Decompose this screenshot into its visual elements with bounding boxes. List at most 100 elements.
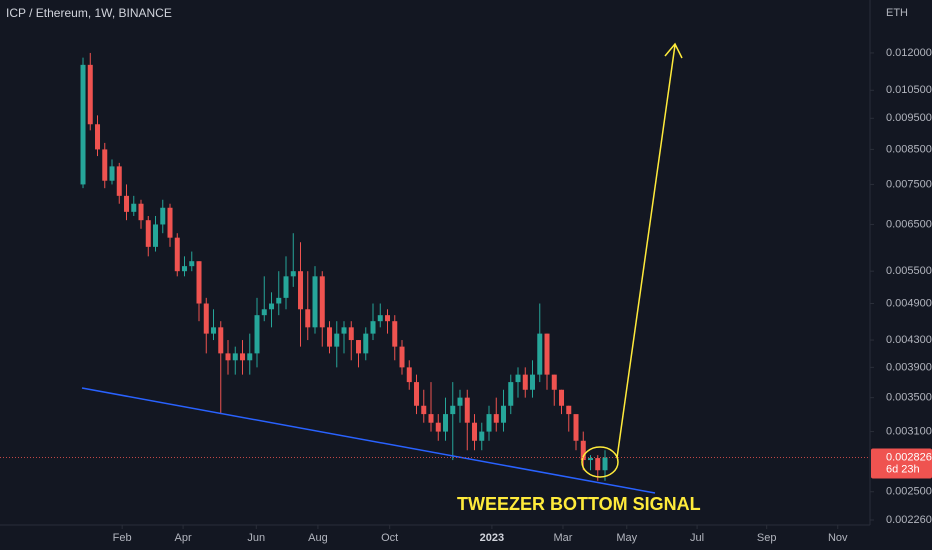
x-tick-label: 2023: [480, 532, 504, 544]
candle-body: [196, 261, 202, 304]
countdown-label: 6d 23h: [886, 463, 920, 475]
candle-body: [211, 327, 217, 334]
candle-body: [399, 346, 405, 368]
y-axis-label: ETH: [886, 7, 908, 19]
candle-body: [595, 458, 601, 471]
candle-body: [544, 333, 550, 375]
candle-body: [182, 266, 188, 272]
candle-body: [232, 353, 238, 361]
last-price-label: 0.002826: [886, 451, 932, 463]
y-tick-label: 0.002260: [886, 514, 932, 526]
candle-body: [160, 207, 166, 225]
candle-body: [428, 414, 434, 423]
y-tick-label: 0.004300: [886, 334, 932, 346]
candle-body: [298, 271, 304, 310]
candle-body: [421, 405, 427, 415]
candle-body: [116, 166, 122, 196]
candle-body: [566, 405, 572, 415]
candle-body: [588, 458, 594, 461]
y-tick-label: 0.003100: [886, 425, 932, 437]
x-tick-label: Jun: [247, 532, 265, 544]
arrow-line: [616, 44, 676, 459]
candle-body: [218, 327, 224, 354]
candle-body: [138, 203, 144, 221]
candle-body: [153, 224, 159, 247]
candle-body: [414, 382, 420, 406]
candle-body: [341, 327, 347, 334]
x-tick-label: May: [616, 532, 637, 544]
x-tick-label: Sep: [757, 532, 777, 544]
candle-body: [131, 203, 137, 212]
candle-body: [145, 220, 151, 247]
x-tick-label: Aug: [308, 532, 328, 544]
candle-body: [370, 321, 376, 334]
candle-body: [254, 315, 260, 354]
candle-body: [501, 405, 507, 423]
candle-body: [363, 333, 369, 354]
last-price-box: [871, 448, 932, 479]
candle-body: [269, 303, 275, 310]
candle-body: [443, 414, 449, 432]
candle-body: [472, 422, 478, 441]
y-tick-label: 0.006500: [886, 218, 932, 230]
candle-body: [435, 422, 441, 432]
candle-body: [464, 397, 470, 423]
candle-body: [189, 261, 195, 267]
y-tick-label: 0.004900: [886, 297, 932, 309]
candle-body: [80, 64, 86, 185]
y-tick-label: 0.010500: [886, 84, 932, 96]
y-tick-label: 0.009500: [886, 112, 932, 124]
candle-body: [537, 333, 543, 375]
x-tick-label: Feb: [113, 532, 132, 544]
candle-body: [240, 353, 246, 361]
candle-body: [247, 353, 253, 361]
y-tick-label: 0.002500: [886, 486, 932, 498]
candle-body: [327, 327, 333, 347]
candle-body: [290, 271, 296, 277]
candle-body: [261, 309, 267, 316]
candle-body: [385, 315, 391, 322]
candle-body: [356, 340, 362, 354]
x-tick-label: Jul: [690, 532, 704, 544]
candle-body: [602, 457, 608, 471]
y-tick-label: 0.003900: [886, 361, 932, 373]
candle-body: [573, 414, 579, 441]
candle-body: [530, 374, 536, 390]
candle-body: [457, 397, 463, 406]
y-tick-label: 0.008500: [886, 143, 932, 155]
x-tick-label: Apr: [175, 532, 192, 544]
candle-body: [486, 414, 492, 432]
candle-body: [406, 367, 412, 383]
trend-line: [81, 387, 656, 494]
candle-body: [450, 405, 456, 415]
y-tick-label: 0.005500: [886, 265, 932, 277]
candle-body: [580, 440, 586, 461]
annotation: TWEEZER BOTTOM SIGNAL: [457, 494, 701, 514]
y-tick-label: 0.012000: [886, 47, 932, 59]
candle-body: [559, 389, 565, 406]
candle-body: [283, 276, 289, 298]
candle-body: [87, 64, 93, 125]
x-tick-label: Oct: [381, 532, 398, 544]
candle-body: [522, 374, 528, 390]
candle-body: [174, 237, 180, 272]
candle-body: [479, 431, 485, 441]
chart-title: ICP / Ethereum, 1W, BINANCE: [6, 6, 172, 20]
candle-body: [312, 276, 318, 328]
candle-body: [334, 333, 340, 347]
x-tick-label: Nov: [828, 532, 848, 544]
candle-body: [102, 149, 108, 181]
highlight-circle: [581, 446, 619, 478]
candle-body: [377, 315, 383, 322]
candle-body: [305, 309, 311, 328]
candle-body: [124, 195, 130, 212]
candle-body: [203, 303, 209, 334]
candle-body: [276, 297, 282, 304]
y-tick-label: 0.003500: [886, 392, 932, 404]
candle-body: [515, 374, 521, 383]
candles: [80, 52, 608, 481]
x-tick-label: Mar: [553, 532, 572, 544]
candle-body: [225, 353, 231, 361]
